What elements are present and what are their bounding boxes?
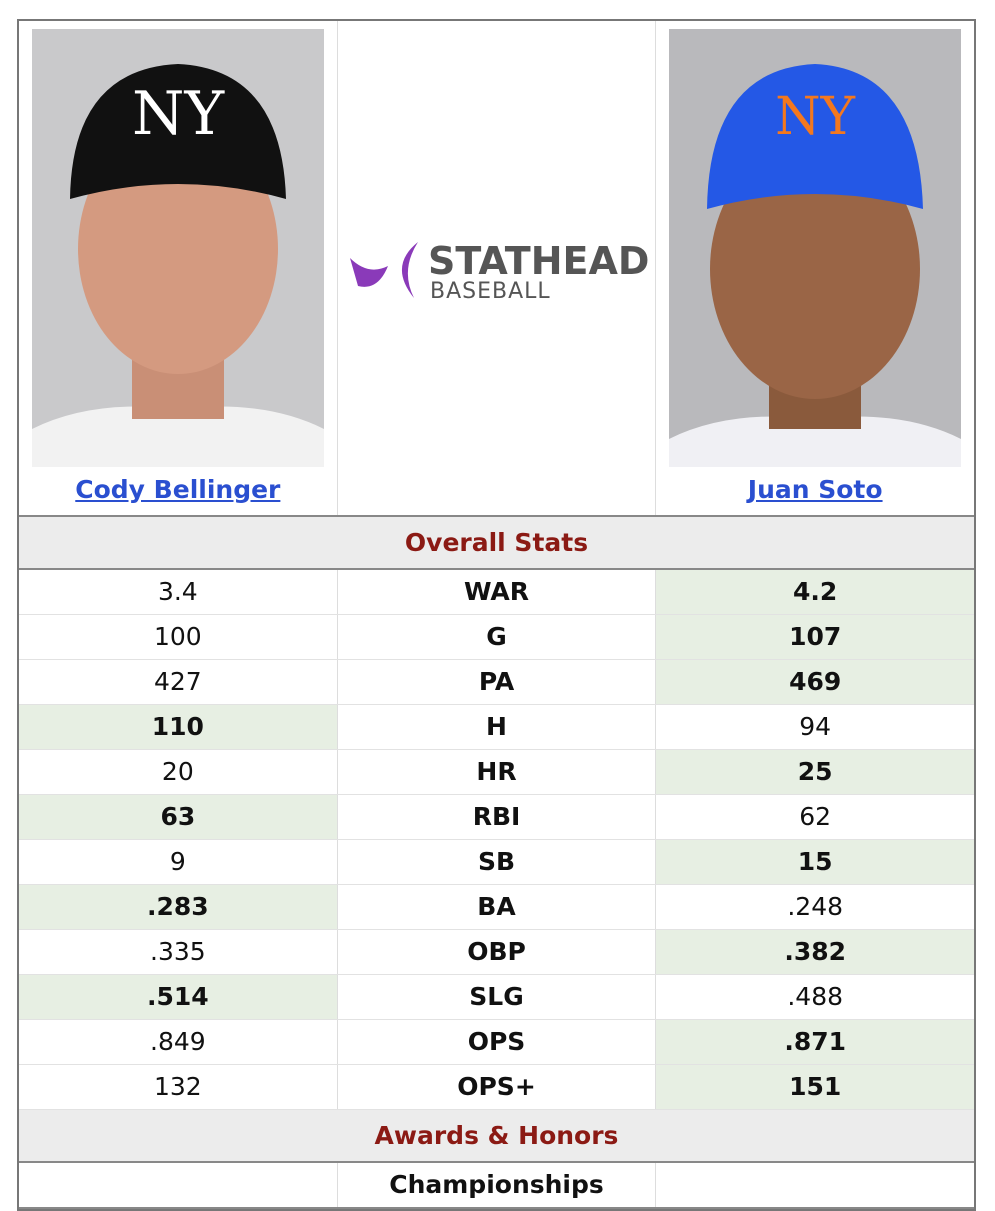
stat-row: .849 OPS .871 (19, 1020, 975, 1065)
left-value: .849 (19, 1020, 338, 1064)
svg-text:NY: NY (132, 79, 226, 149)
right-value: 94 (799, 712, 832, 741)
left-value: .335 (19, 930, 338, 974)
left-value: 427 (19, 660, 338, 704)
stat-label: PA (338, 660, 657, 704)
stat-row: 110 H 94 (19, 705, 974, 750)
stat-row: 20 HR 25 (19, 750, 975, 795)
right-value: 151 (656, 1065, 975, 1109)
stat-row: 3.4 WAR 4.2 (19, 570, 975, 615)
right-value: .871 (656, 1020, 975, 1064)
player-photo: NY (669, 29, 962, 467)
stat-row: 132 OPS+ 151 (19, 1065, 975, 1110)
stat-row: 63 RBI 62 (19, 795, 974, 840)
left-value: 132 (19, 1065, 338, 1109)
stat-label: BA (338, 885, 657, 929)
header-row: NY Cody Bellinger STATHEAD BASEBALL NY J… (19, 21, 974, 517)
right-value: 25 (656, 750, 975, 794)
left-value: .283 (19, 885, 338, 929)
stat-label: OBP (338, 930, 657, 974)
player-name[interactable]: Cody Bellinger (75, 475, 281, 504)
logo-text: STATHEAD (428, 239, 648, 283)
logo-column: STATHEAD BASEBALL (338, 21, 657, 515)
right-value: 4.2 (656, 570, 975, 614)
left-value: 9 (19, 840, 338, 884)
left-value: 110 (19, 705, 338, 749)
player-photo: NY (32, 29, 324, 467)
right-value: .382 (656, 930, 975, 974)
comparison-table: NY Cody Bellinger STATHEAD BASEBALL NY J… (17, 19, 976, 1211)
stat-row: .335 OBP .382 (19, 930, 975, 975)
player-column: NY Juan Soto (656, 21, 974, 515)
stat-label: Championships (338, 1163, 657, 1207)
left-value (19, 1163, 338, 1207)
stat-row: 427 PA 469 (19, 660, 975, 705)
right-value: .488 (787, 982, 844, 1011)
svg-text:NY: NY (775, 87, 856, 147)
stathead-logo: STATHEAD BASEBALL (349, 239, 648, 304)
stat-label: HR (338, 750, 657, 794)
right-value: .248 (787, 892, 844, 921)
right-value (656, 1163, 974, 1207)
stat-row: 100 G 107 (19, 615, 975, 660)
player-name[interactable]: Juan Soto (747, 475, 883, 504)
stat-row: .514 SLG .488 (19, 975, 974, 1020)
player-column: NY Cody Bellinger (19, 21, 338, 515)
stat-label: H (338, 705, 657, 749)
stat-row: 9 SB 15 (19, 840, 975, 885)
stat-label: SB (338, 840, 657, 884)
left-value: .514 (19, 975, 338, 1019)
left-value: 100 (19, 615, 338, 659)
left-value: 3.4 (19, 570, 338, 614)
section-header: Overall Stats (19, 517, 974, 570)
stat-label: SLG (338, 975, 657, 1019)
stat-label: OPS (338, 1020, 657, 1064)
stat-label: OPS+ (338, 1065, 657, 1109)
right-value: 15 (656, 840, 975, 884)
stat-row: Championships (19, 1163, 974, 1209)
left-value: 63 (19, 795, 338, 839)
stat-label: WAR (338, 570, 657, 614)
table-body: Overall Stats 3.4 WAR 4.2 100 G 107 427 PA 469 110… (19, 517, 975, 1209)
stat-row: .283 BA .248 (19, 885, 974, 930)
right-value: 469 (656, 660, 975, 704)
stat-label: G (338, 615, 657, 659)
logo-subtext: BASEBALL (430, 279, 551, 304)
stat-label: RBI (338, 795, 657, 839)
section-header: Awards & Honors (19, 1110, 974, 1163)
right-value: 62 (799, 802, 832, 831)
right-value: 107 (656, 615, 975, 659)
left-value: 20 (19, 750, 338, 794)
